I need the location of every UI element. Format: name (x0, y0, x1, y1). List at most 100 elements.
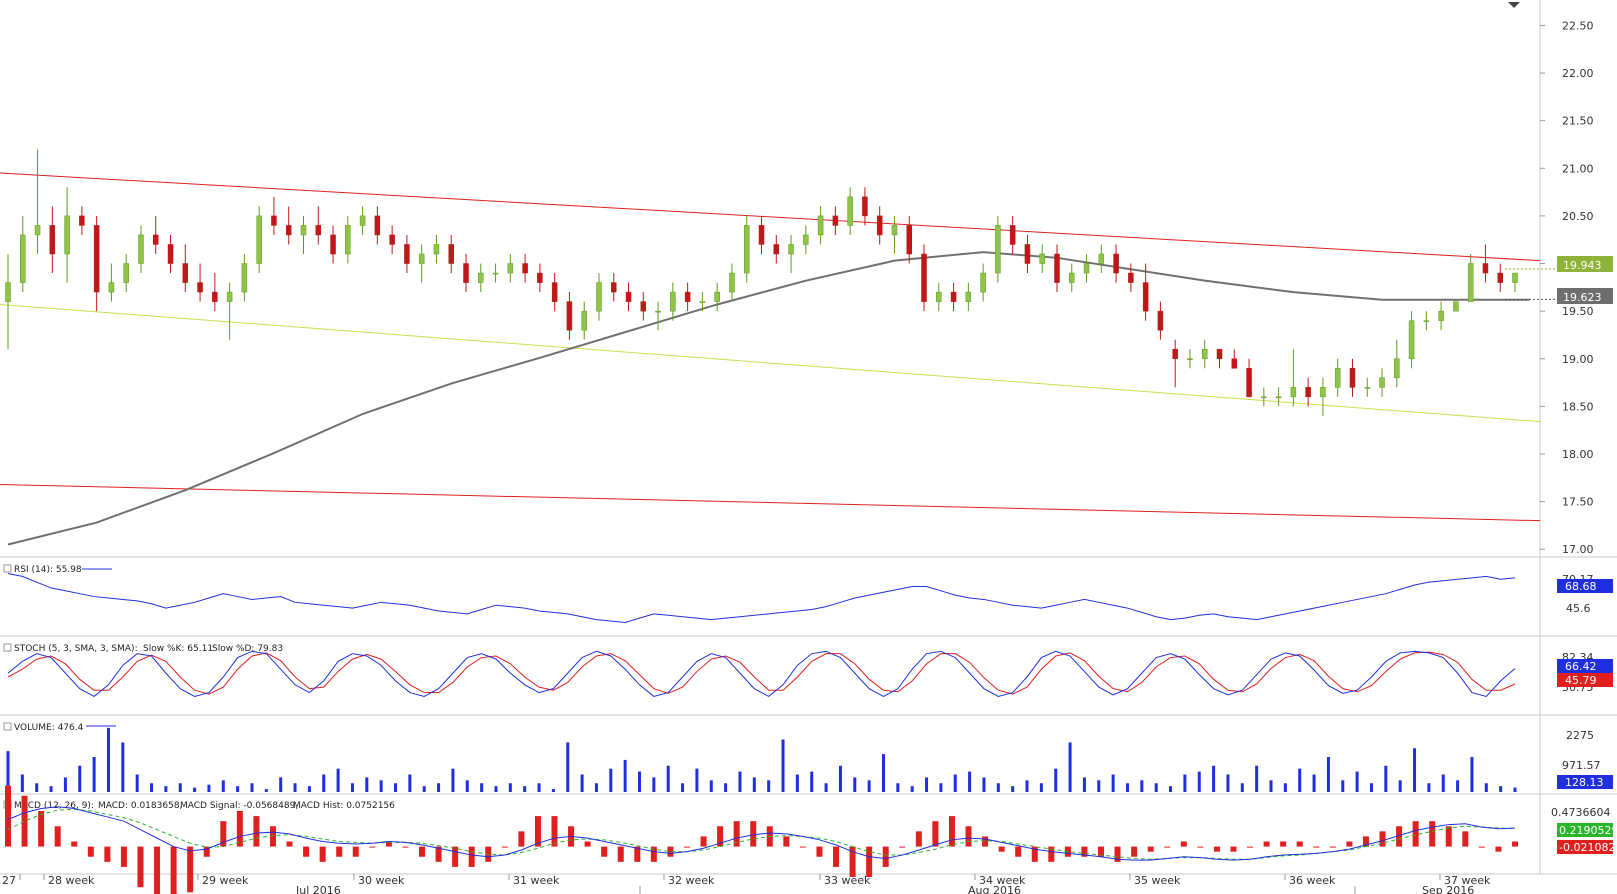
macd-hist-bar (1362, 836, 1369, 847)
price-tick-label: 22.00 (1562, 67, 1594, 80)
stoch-d-label: Slow %D: 79.83 (212, 644, 283, 654)
macd-hist-bar (21, 795, 28, 847)
volume-value: 128.13 (1565, 776, 1604, 789)
volume-bar (1484, 783, 1488, 792)
volume-bar (178, 783, 182, 792)
macd-hist-bar (38, 811, 45, 847)
week-label: 27 (2, 874, 16, 887)
last-price-label: 19.943 (1563, 259, 1602, 272)
macd-hist-bar (1280, 841, 1287, 847)
volume-bar (365, 777, 369, 792)
candle (330, 225, 336, 264)
candle (817, 206, 824, 245)
volume-bar (135, 774, 139, 792)
volume-bar (681, 783, 685, 792)
price-tick-label: 20.50 (1562, 210, 1594, 223)
volume-label: VOLUME: 476.4 (14, 723, 84, 733)
week-label: 31 week (513, 874, 560, 887)
candle (5, 254, 11, 350)
macd-hist-bar (833, 846, 840, 867)
candle (271, 196, 277, 235)
volume-bar (1470, 757, 1474, 792)
macd-hist-value: -0.0210826 (1559, 841, 1617, 854)
candle (79, 206, 85, 235)
macd-hist-bar (1346, 841, 1353, 847)
scroll-arrow-icon[interactable] (1508, 2, 1520, 8)
volume-bar (623, 759, 627, 792)
volume-bar (307, 786, 311, 792)
candle (34, 149, 41, 254)
macd-hist-bar (849, 846, 856, 878)
candle (256, 206, 262, 274)
moving-average (7, 251, 1557, 546)
volume-bar (1011, 786, 1015, 792)
candle (1172, 339, 1178, 388)
volume-bar (925, 777, 929, 792)
volume-bar (437, 783, 441, 792)
macd-hist-bar (1462, 831, 1469, 847)
macd-hist-bar (1213, 846, 1220, 852)
macd-hist-bar (601, 846, 608, 857)
volume-bar (795, 774, 799, 792)
volume-bar (1025, 780, 1029, 792)
volume-bar (1326, 757, 1330, 792)
macd-panel: MACD (12, 26, 9): MACD: 0.0183658, MACD … (3, 785, 1617, 894)
macd-hist-bar (336, 846, 343, 857)
candle (108, 263, 115, 302)
macd-hist-bar (286, 841, 293, 847)
candle (1364, 377, 1371, 397)
macd-hist-bar (71, 841, 78, 847)
macd-hist-bar (551, 816, 558, 847)
candle (1275, 387, 1282, 407)
channel-upper-line (0, 172, 1541, 262)
volume-bar (121, 742, 125, 792)
volume-bar (1456, 780, 1460, 792)
candle (551, 273, 558, 312)
price-tick-label: 21.50 (1562, 115, 1594, 128)
volume-bar (1341, 780, 1345, 792)
macd-hist-bar (717, 826, 724, 847)
macd-hist-bar (452, 846, 459, 867)
volume-bar (1154, 783, 1158, 792)
candle (492, 263, 499, 283)
candle (1187, 349, 1193, 369)
volume-bar (1111, 774, 1115, 792)
macd-hist-bar (667, 846, 674, 857)
candle (1453, 301, 1459, 312)
volume-bar (408, 774, 412, 792)
candle (788, 234, 794, 274)
candle (876, 206, 883, 245)
volume-bar (465, 780, 469, 792)
candle (670, 282, 676, 321)
stoch-k-label: Slow %K: 65.11 (143, 644, 213, 654)
macd-tick-high: 0.4736604 (1551, 806, 1611, 819)
macd-hist-bar (700, 836, 707, 847)
candle (1246, 358, 1252, 398)
macd-hist-bar (584, 841, 591, 847)
candle (803, 225, 809, 254)
macd-hist-label: MACD Hist: 0.0752156 (293, 801, 395, 811)
volume-bar (1140, 780, 1144, 792)
stoch-panel: STOCH (5, 3, SMA, 3, SMA): Slow %K: 65.1… (3, 643, 1613, 698)
candle (123, 254, 129, 293)
volume-bar (537, 783, 541, 792)
macd-hist-bar (1048, 846, 1055, 862)
volume-bar (508, 783, 512, 792)
candle (1497, 263, 1503, 293)
volume-bar (1298, 768, 1302, 792)
volume-bar (1513, 787, 1517, 792)
week-label: 32 week (668, 874, 715, 887)
volume-bars (6, 727, 1517, 792)
price-tick-label: 18.50 (1562, 400, 1594, 413)
week-label: 34 week (979, 874, 1026, 887)
macd-hist-bar (518, 831, 525, 847)
macd-hist-bar (1495, 846, 1502, 852)
candle (1290, 349, 1297, 407)
candle (138, 225, 144, 274)
macd-hist-bar (1263, 841, 1270, 847)
candle (1157, 301, 1164, 340)
stoch-label: STOCH (5, 3, SMA, 3, SMA): (14, 644, 138, 654)
candle (315, 206, 322, 245)
candle (285, 206, 292, 245)
volume-bar (494, 786, 498, 792)
